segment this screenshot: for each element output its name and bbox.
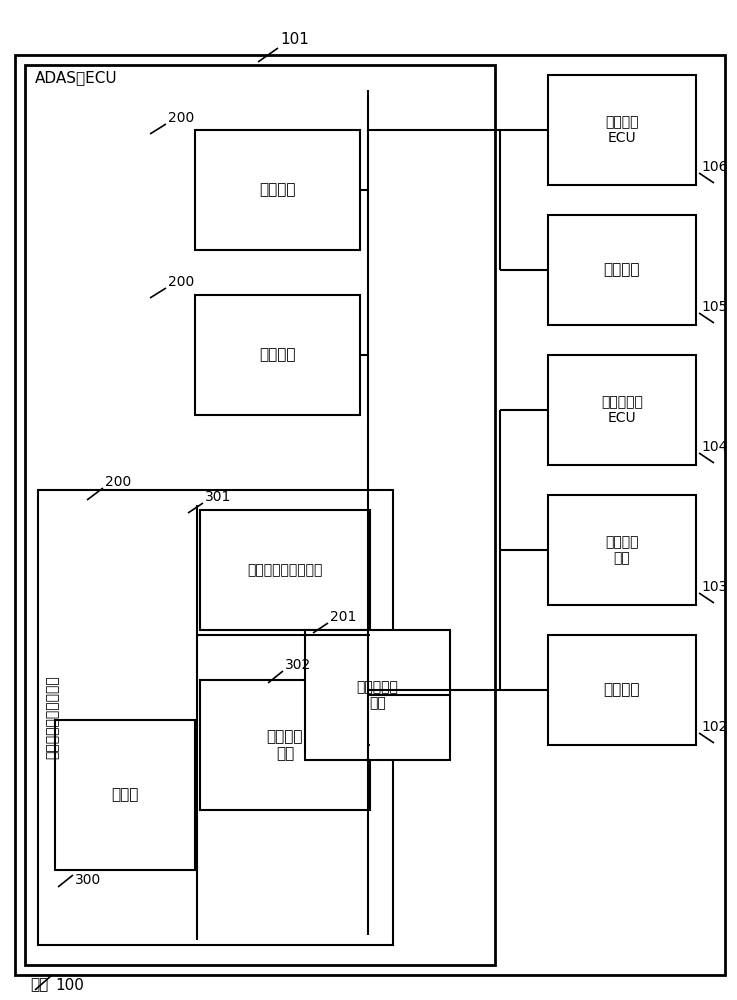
Text: 控制装置: 控制装置 (259, 182, 296, 198)
Text: 200: 200 (168, 275, 195, 289)
Text: 传感器系统
ECU: 传感器系统 ECU (601, 395, 643, 425)
Text: 300: 300 (75, 873, 101, 887)
Text: 106: 106 (701, 160, 727, 174)
Text: 102: 102 (701, 720, 727, 734)
Bar (548, 215, 696, 325)
Bar (200, 510, 370, 630)
Bar (200, 680, 370, 810)
Text: 301: 301 (205, 490, 231, 504)
Text: 车辆: 车辆 (30, 978, 48, 992)
Bar (195, 295, 360, 415)
Text: 处理器: 处理器 (111, 788, 139, 802)
Bar (548, 635, 696, 745)
Text: 输出装置: 输出装置 (604, 262, 640, 277)
Text: 路侧通信
装置: 路侧通信 装置 (605, 535, 639, 565)
Text: 存储装置（存储部）: 存储装置（存储部） (248, 563, 323, 577)
Text: 101: 101 (280, 32, 309, 47)
Text: 多系统管理
装置: 多系统管理 装置 (357, 680, 399, 710)
Bar (195, 130, 360, 250)
Text: 200: 200 (168, 111, 195, 125)
Text: 驱动系统
ECU: 驱动系统 ECU (605, 115, 639, 145)
Text: 105: 105 (701, 300, 727, 314)
Text: 100: 100 (55, 978, 84, 992)
Bar (38, 490, 393, 945)
Text: 控制装置: 控制装置 (259, 348, 296, 362)
Text: 控制装置（车载装置）: 控制装置（车载装置） (45, 676, 59, 759)
Bar (25, 65, 495, 965)
Text: 104: 104 (701, 440, 727, 454)
Bar (548, 355, 696, 465)
Text: 输入装置: 输入装置 (604, 682, 640, 698)
Text: 输入输出
装置: 输入输出 装置 (267, 729, 303, 761)
Text: 201: 201 (330, 610, 357, 624)
Bar (305, 630, 450, 760)
Text: 200: 200 (105, 475, 131, 489)
Bar (548, 495, 696, 605)
Bar (55, 720, 195, 870)
Text: 103: 103 (701, 580, 727, 594)
Text: ADAS－ECU: ADAS－ECU (35, 70, 118, 86)
Text: 302: 302 (285, 658, 311, 672)
Bar (548, 75, 696, 185)
